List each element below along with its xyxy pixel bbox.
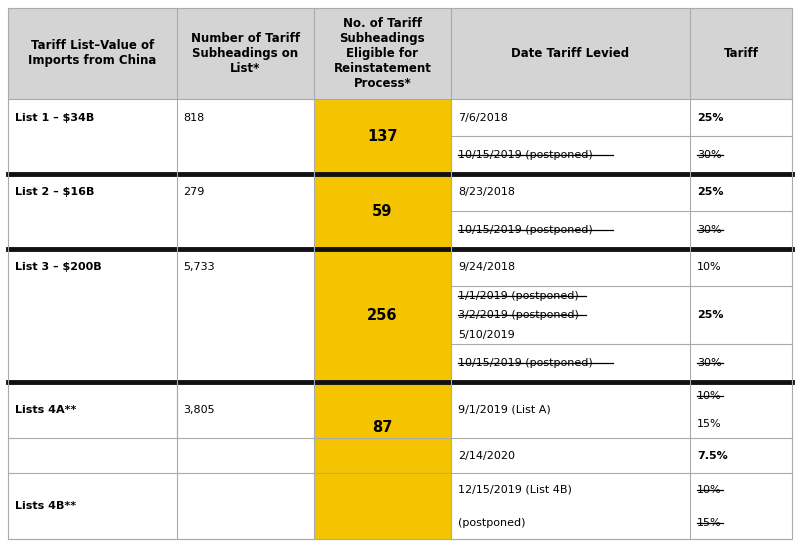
Bar bbox=[314, 99, 451, 174]
Text: 87: 87 bbox=[372, 420, 393, 435]
Bar bbox=[451, 474, 690, 539]
Bar bbox=[314, 174, 451, 249]
Text: 5/10/2019: 5/10/2019 bbox=[458, 329, 514, 340]
Text: 25%: 25% bbox=[697, 188, 723, 197]
Text: Lists 4A**: Lists 4A** bbox=[15, 405, 76, 415]
Text: 2/14/2020: 2/14/2020 bbox=[458, 451, 515, 461]
Text: 279: 279 bbox=[183, 188, 205, 197]
Text: 30%: 30% bbox=[697, 150, 722, 160]
Text: Tariff: Tariff bbox=[723, 47, 758, 60]
Bar bbox=[8, 8, 177, 99]
Text: 256: 256 bbox=[367, 307, 398, 323]
Text: 10/15/2019 (postponed): 10/15/2019 (postponed) bbox=[458, 358, 593, 368]
Bar bbox=[8, 249, 177, 382]
Text: 10%: 10% bbox=[697, 485, 722, 495]
Bar bbox=[314, 382, 451, 474]
Bar bbox=[314, 249, 451, 382]
Text: 3/2/2019 (postponed): 3/2/2019 (postponed) bbox=[458, 310, 579, 320]
Bar bbox=[314, 99, 451, 174]
Text: 30%: 30% bbox=[697, 225, 722, 235]
Bar bbox=[690, 99, 792, 174]
Text: 59: 59 bbox=[372, 203, 393, 219]
Text: 9/1/2019 (List A): 9/1/2019 (List A) bbox=[458, 405, 550, 415]
Bar bbox=[177, 382, 314, 474]
Bar bbox=[451, 99, 690, 174]
Bar bbox=[690, 174, 792, 249]
Bar bbox=[451, 174, 690, 249]
Bar bbox=[314, 174, 451, 249]
Bar bbox=[177, 174, 314, 249]
Bar bbox=[314, 474, 451, 539]
Text: Date Tariff Levied: Date Tariff Levied bbox=[511, 47, 630, 60]
Text: 10%: 10% bbox=[697, 263, 722, 272]
Bar bbox=[8, 174, 177, 249]
Text: List 3 – $200B: List 3 – $200B bbox=[15, 263, 102, 272]
Bar bbox=[177, 99, 314, 174]
Bar bbox=[314, 8, 451, 99]
Text: 10/15/2019 (postponed): 10/15/2019 (postponed) bbox=[458, 150, 593, 160]
Text: 3,805: 3,805 bbox=[183, 405, 215, 415]
Text: List 2 – $16B: List 2 – $16B bbox=[15, 188, 94, 197]
Bar bbox=[177, 474, 314, 539]
Text: 15%: 15% bbox=[697, 517, 722, 528]
Bar bbox=[314, 249, 451, 382]
Text: 25%: 25% bbox=[697, 310, 723, 320]
Bar bbox=[314, 474, 451, 539]
Text: 10%: 10% bbox=[697, 391, 722, 401]
Bar bbox=[690, 8, 792, 99]
Bar bbox=[177, 249, 314, 382]
Text: 1/1/2019 (postponed): 1/1/2019 (postponed) bbox=[458, 291, 578, 301]
Text: Lists 4B**: Lists 4B** bbox=[15, 501, 76, 511]
Bar bbox=[8, 474, 177, 539]
Text: 5,733: 5,733 bbox=[183, 263, 215, 272]
Text: 818: 818 bbox=[183, 113, 205, 123]
Text: 7.5%: 7.5% bbox=[697, 451, 728, 461]
Text: 7/6/2018: 7/6/2018 bbox=[458, 113, 508, 123]
Bar bbox=[451, 382, 690, 474]
Text: 9/24/2018: 9/24/2018 bbox=[458, 263, 515, 272]
Bar bbox=[690, 382, 792, 474]
Bar bbox=[8, 382, 177, 474]
Bar bbox=[690, 249, 792, 382]
Text: 137: 137 bbox=[367, 129, 398, 144]
Text: (postponed): (postponed) bbox=[458, 517, 526, 528]
Text: List 1 – $34B: List 1 – $34B bbox=[15, 113, 94, 123]
Text: 8/23/2018: 8/23/2018 bbox=[458, 188, 515, 197]
Text: 12/15/2019 (List 4B): 12/15/2019 (List 4B) bbox=[458, 485, 572, 495]
Bar bbox=[451, 249, 690, 382]
Bar bbox=[314, 382, 451, 474]
Bar bbox=[8, 99, 177, 174]
Bar bbox=[177, 8, 314, 99]
Text: 30%: 30% bbox=[697, 358, 722, 368]
Text: Tariff List–Value of
Imports from China: Tariff List–Value of Imports from China bbox=[28, 39, 157, 67]
Text: 25%: 25% bbox=[697, 113, 723, 123]
Text: 15%: 15% bbox=[697, 419, 722, 429]
Text: 10/15/2019 (postponed): 10/15/2019 (postponed) bbox=[458, 225, 593, 235]
Text: Number of Tariff
Subheadings on
List*: Number of Tariff Subheadings on List* bbox=[190, 32, 300, 75]
Text: No. of Tariff
Subheadings
Eligible for
Reinstatement
Process*: No. of Tariff Subheadings Eligible for R… bbox=[334, 17, 431, 90]
Bar bbox=[451, 8, 690, 99]
Bar bbox=[690, 474, 792, 539]
